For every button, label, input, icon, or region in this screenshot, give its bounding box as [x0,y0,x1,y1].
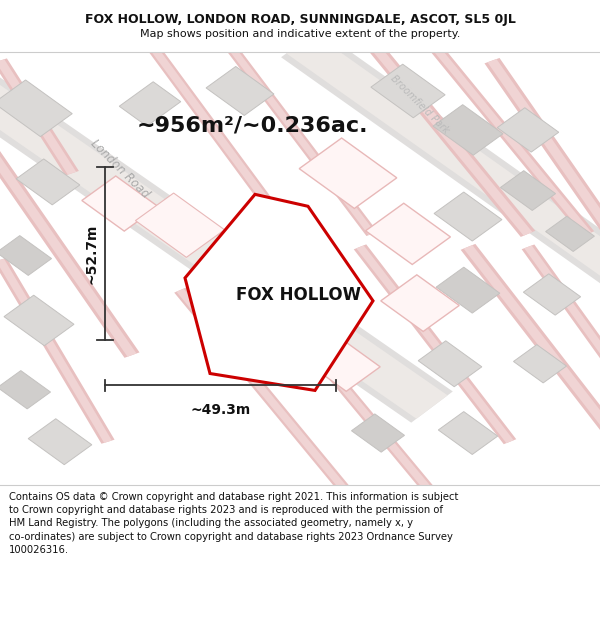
Polygon shape [0,75,448,419]
Polygon shape [284,319,436,495]
Polygon shape [286,33,600,288]
Polygon shape [365,203,451,264]
Text: ~49.3m: ~49.3m [190,402,251,417]
Text: Broomfield Park: Broomfield Park [389,73,451,135]
Polygon shape [304,336,380,391]
Polygon shape [368,41,532,236]
Polygon shape [436,267,500,313]
Polygon shape [4,295,74,346]
Polygon shape [365,40,535,237]
Polygon shape [282,318,438,496]
Polygon shape [487,59,600,236]
Polygon shape [0,259,112,443]
Polygon shape [352,414,404,452]
Polygon shape [545,216,595,251]
Text: FOX HOLLOW: FOX HOLLOW [236,286,361,304]
Polygon shape [224,42,376,235]
Polygon shape [0,71,453,423]
Polygon shape [206,66,274,116]
Polygon shape [524,246,600,365]
Polygon shape [356,246,514,443]
Polygon shape [439,412,497,454]
Polygon shape [174,288,354,496]
Polygon shape [434,192,502,241]
Polygon shape [0,258,115,444]
Polygon shape [28,419,92,464]
Polygon shape [82,176,158,231]
Polygon shape [523,274,581,315]
Polygon shape [119,82,181,126]
Polygon shape [0,146,137,357]
Polygon shape [464,245,600,435]
Polygon shape [223,41,377,236]
Text: ~52.7m: ~52.7m [85,223,99,284]
Polygon shape [281,29,600,291]
Text: ~956m²/~0.236ac.: ~956m²/~0.236ac. [136,116,368,136]
Polygon shape [16,159,80,205]
Text: London Road: London Road [88,137,152,201]
Polygon shape [146,42,304,248]
Polygon shape [0,371,50,409]
Polygon shape [0,144,140,358]
Text: Map shows position and indicative extent of the property.: Map shows position and indicative extent… [140,29,460,39]
Polygon shape [299,138,397,209]
Polygon shape [144,41,306,249]
Polygon shape [185,194,373,391]
Polygon shape [521,244,600,366]
Polygon shape [500,171,556,211]
Polygon shape [0,236,52,276]
Polygon shape [426,41,594,236]
Polygon shape [428,42,592,236]
Polygon shape [354,244,516,444]
Polygon shape [0,59,76,174]
Polygon shape [0,58,79,176]
Polygon shape [0,80,72,137]
Polygon shape [461,244,600,436]
Polygon shape [497,107,559,152]
Polygon shape [514,344,566,383]
Polygon shape [484,58,600,237]
Polygon shape [433,104,503,155]
Polygon shape [418,341,482,387]
Polygon shape [136,193,224,258]
Text: Contains OS data © Crown copyright and database right 2021. This information is : Contains OS data © Crown copyright and d… [9,492,458,555]
Polygon shape [381,275,459,331]
Polygon shape [176,289,352,495]
Polygon shape [371,64,445,118]
Text: FOX HOLLOW, LONDON ROAD, SUNNINGDALE, ASCOT, SL5 0JL: FOX HOLLOW, LONDON ROAD, SUNNINGDALE, AS… [85,13,515,26]
